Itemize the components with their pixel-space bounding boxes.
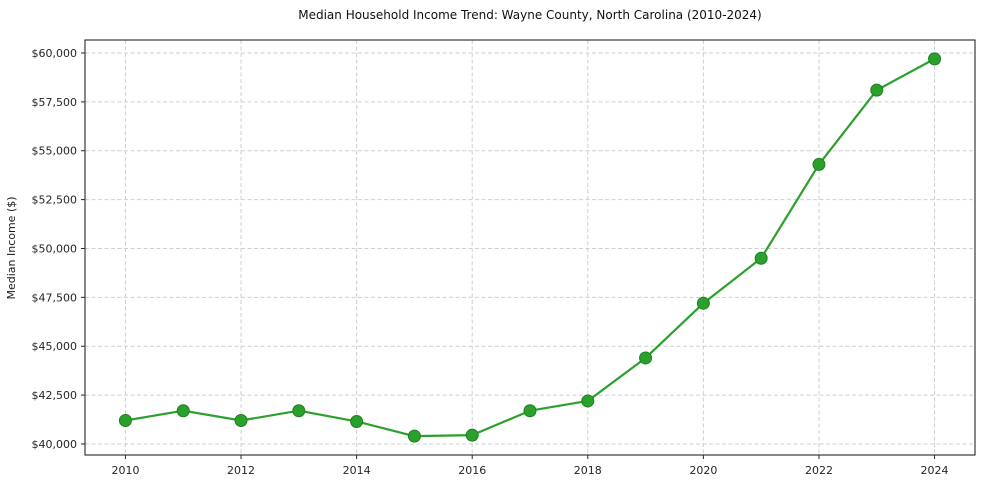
- y-tick-label: $57,500: [32, 96, 78, 109]
- x-tick-label: 2016: [458, 464, 486, 477]
- data-point: [350, 414, 364, 428]
- y-tick-label: $47,500: [32, 291, 78, 304]
- data-point: [234, 413, 248, 427]
- data-point: [292, 404, 306, 418]
- y-tick-label: $55,000: [32, 145, 78, 158]
- data-point: [870, 83, 884, 97]
- data-point: [581, 394, 595, 408]
- y-tick-label: $60,000: [32, 47, 78, 60]
- x-tick-label: 2010: [111, 464, 139, 477]
- data-point: [639, 351, 653, 365]
- data-point: [176, 404, 190, 418]
- data-point: [928, 52, 942, 66]
- y-tick-label: $40,000: [32, 438, 78, 451]
- y-axis-label: Median Income ($): [5, 196, 18, 299]
- data-point: [754, 251, 768, 265]
- y-tick-label: $42,500: [32, 389, 78, 402]
- y-tick-label: $45,000: [32, 340, 78, 353]
- x-tick-label: 2018: [574, 464, 602, 477]
- data-point: [407, 429, 421, 443]
- y-tick-label: $52,500: [32, 194, 78, 207]
- x-tick-label: 2022: [805, 464, 833, 477]
- x-tick-label: 2020: [689, 464, 717, 477]
- data-point: [523, 404, 537, 418]
- plot-border: [84, 39, 976, 456]
- y-tick-label: $50,000: [32, 242, 78, 255]
- data-point: [696, 296, 710, 310]
- x-tick-label: 2012: [227, 464, 255, 477]
- data-point: [465, 428, 479, 442]
- data-point: [812, 157, 826, 171]
- x-tick-label: 2014: [343, 464, 371, 477]
- data-point: [118, 413, 132, 427]
- trend-line: [125, 57, 936, 438]
- x-tick-label: 2024: [921, 464, 949, 477]
- chart-title: Median Household Income Trend: Wayne Cou…: [298, 8, 762, 22]
